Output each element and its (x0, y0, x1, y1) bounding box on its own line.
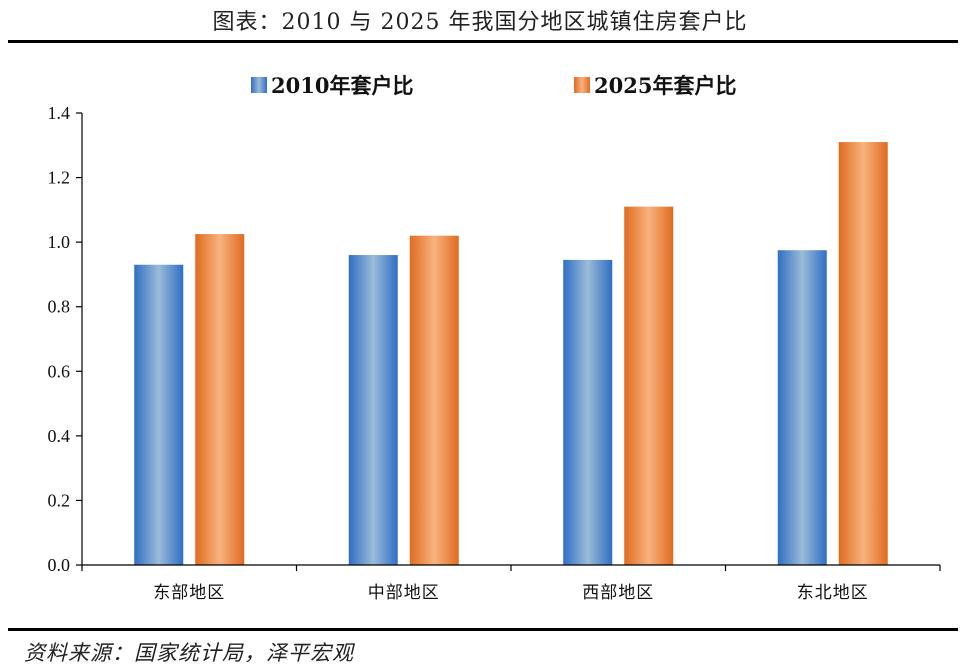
bar-2010 (777, 250, 827, 565)
legend-label-2025: 2025年套户比 (594, 73, 736, 98)
x-tick-label: 西部地区 (582, 583, 654, 603)
bar-2010 (348, 255, 398, 566)
legend-swatch-2025 (574, 77, 590, 93)
y-tick-label: 1.4 (48, 103, 71, 123)
bar-2025 (409, 235, 459, 565)
title-rule (8, 40, 958, 43)
y-axis: 0.0 0.2 0.4 0.6 0.8 1.0 1.2 1.4 (48, 103, 83, 575)
bars (134, 142, 888, 566)
y-tick-label: 0.0 (48, 555, 71, 575)
legend-label-2010: 2010年套户比 (271, 73, 413, 98)
y-tick-label: 1.0 (48, 232, 71, 252)
y-tick-label: 0.4 (48, 426, 71, 446)
bar-2010 (134, 264, 184, 565)
x-tick-label: 中部地区 (368, 583, 440, 603)
source-note: 资料来源：国家统计局，泽平宏观 (24, 641, 354, 665)
y-tick-label: 1.2 (48, 168, 71, 188)
x-axis: 东部地区 中部地区 西部地区 东北地区 (81, 564, 941, 603)
source-rule (8, 628, 958, 631)
page-title: 图表：2010 与 2025 年我国分地区城镇住房套户比 (212, 10, 748, 35)
x-tick-label: 东部地区 (153, 583, 225, 603)
legend: 2010年套户比 2025年套户比 (251, 73, 736, 98)
bar-2025 (838, 142, 888, 566)
y-tick-label: 0.8 (48, 297, 71, 317)
y-tick-label: 0.2 (48, 490, 71, 510)
bar-2025 (195, 234, 245, 566)
bar-2010 (563, 259, 613, 565)
bar-2025 (624, 206, 674, 565)
bar-chart: 2010年套户比 2025年套户比 0.0 0.2 0.4 0.6 0.8 1.0 1.2 1… (48, 73, 941, 603)
x-tick-label: 东北地区 (797, 583, 869, 603)
legend-swatch-2010 (251, 77, 267, 93)
y-tick-label: 0.6 (48, 361, 71, 381)
